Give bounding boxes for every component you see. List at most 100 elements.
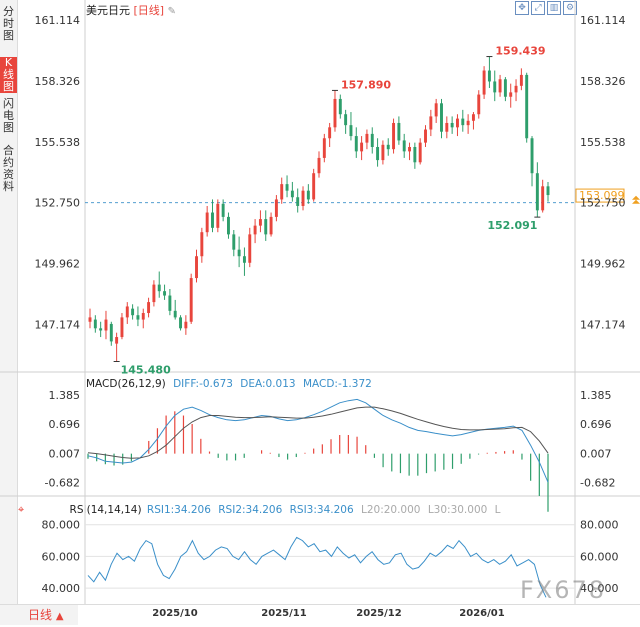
target-icon[interactable]: ⌖ bbox=[18, 503, 25, 516]
price-axis-label: 147.174 bbox=[580, 319, 626, 332]
candle-body bbox=[546, 186, 550, 196]
macd-diff-line bbox=[87, 398, 549, 483]
rsi3-value: RSI3:34.206 bbox=[289, 504, 354, 516]
rsi-axis-label: 80.000 bbox=[42, 519, 81, 532]
annotation-label: 159.439 bbox=[495, 45, 545, 58]
tab-flash[interactable]: 闪电图 bbox=[3, 97, 14, 134]
period-selector-label: 日线 bbox=[28, 608, 53, 622]
candle-body bbox=[179, 317, 182, 329]
candle-body bbox=[354, 136, 358, 152]
candle-body bbox=[344, 114, 348, 126]
macd-dea-line bbox=[87, 406, 549, 459]
candle-body bbox=[93, 319, 97, 329]
rsi-line bbox=[87, 536, 547, 598]
candle-body bbox=[429, 116, 433, 130]
rsi1-value: RSI1:34.206 bbox=[146, 504, 211, 516]
price-axis-label: 161.114 bbox=[35, 14, 81, 27]
candle-body bbox=[280, 184, 284, 200]
candle-body bbox=[541, 186, 545, 211]
candle-body bbox=[514, 85, 518, 93]
fit-icon[interactable]: ⤢ bbox=[531, 1, 545, 15]
x-tick-label: 2025/12 bbox=[356, 608, 402, 619]
symbol-name: 美元日元 bbox=[86, 4, 130, 17]
tab-kline[interactable]: K线图 bbox=[0, 57, 17, 93]
price-axis-label: 161.114 bbox=[580, 14, 626, 27]
chart-canvas[interactable]: 153.099 161.114 161.114 158.326 158.326 155.… bbox=[0, 0, 640, 604]
candle-body bbox=[440, 103, 443, 132]
rsi-params: RSI(14,14,14) bbox=[69, 504, 142, 516]
candle-body bbox=[195, 256, 198, 279]
bar-style-icon[interactable]: ▥ bbox=[547, 1, 561, 15]
macd-axis-label: -0.682 bbox=[45, 477, 80, 490]
candle-body bbox=[333, 98, 337, 128]
macd-header: MACD(26,12,9) DIFF:-0.673 DEA:0.013 MACD… bbox=[86, 378, 372, 390]
macd-axis-label: 0.696 bbox=[49, 418, 81, 431]
candle-body bbox=[189, 278, 193, 322]
price-axis-label: 149.962 bbox=[35, 258, 81, 271]
candle-body bbox=[408, 146, 411, 152]
candle-body bbox=[503, 79, 507, 97]
macd-axis-label: 0.007 bbox=[580, 447, 612, 460]
candle-body bbox=[392, 122, 396, 150]
candle-body bbox=[360, 142, 364, 152]
candle-body bbox=[296, 197, 300, 206]
candle-body bbox=[498, 79, 502, 93]
candle-body bbox=[450, 122, 454, 128]
candle-body bbox=[109, 323, 113, 342]
candle-body bbox=[216, 203, 220, 228]
x-tick-label: 2025/10 bbox=[152, 608, 198, 619]
tab-timeshare[interactable]: 分时图 bbox=[3, 5, 14, 42]
rsi-l30-value: L30:30.000 bbox=[427, 504, 488, 516]
candle-body bbox=[88, 317, 92, 322]
candle-body bbox=[338, 98, 342, 115]
candle-body bbox=[466, 120, 470, 126]
candle-body bbox=[205, 212, 209, 233]
tab-contract-info[interactable]: 合约资料 bbox=[3, 144, 14, 193]
candle-body bbox=[173, 310, 177, 318]
candle-body bbox=[317, 157, 321, 174]
period-selector[interactable]: 日线 ▲ bbox=[0, 605, 78, 625]
candle-body bbox=[471, 114, 475, 121]
settings-icon[interactable]: ⚙ bbox=[563, 1, 577, 15]
x-tick-label: 2026/01 bbox=[459, 608, 505, 619]
candle-body bbox=[227, 216, 230, 235]
macd-axis-label: 1.385 bbox=[49, 389, 81, 402]
candle-body bbox=[535, 173, 539, 211]
rsi-l-value: L bbox=[494, 504, 501, 516]
pencil-icon[interactable]: ✎ bbox=[167, 6, 176, 17]
candle-body bbox=[424, 129, 427, 143]
candle-body bbox=[131, 308, 135, 316]
move-icon[interactable]: ✥ bbox=[515, 1, 529, 15]
price-axis-label: 158.326 bbox=[35, 75, 81, 88]
macd-params: MACD(26,12,9) bbox=[86, 378, 166, 390]
sidebar: 分时图 K线图 闪电图 合约资料 bbox=[0, 0, 18, 604]
candle-body bbox=[147, 302, 151, 314]
candle-body bbox=[413, 146, 417, 163]
candle-body bbox=[184, 321, 188, 329]
candle-body bbox=[248, 234, 252, 263]
candle-body bbox=[290, 190, 294, 198]
price-axis-label: 155.538 bbox=[35, 136, 81, 149]
macd-axis-label: 1.385 bbox=[580, 389, 612, 402]
price-axis-label: 152.750 bbox=[580, 197, 626, 210]
candle-body bbox=[306, 190, 310, 200]
bottom-bar: 日线 ▲ 2025/10 2025/11 2025/12 2026/01 bbox=[0, 604, 640, 625]
rsi-header: ⌖ RSI(14,14,14) RSI1:34.206 RSI2:34.206 … bbox=[18, 503, 501, 517]
candle-body bbox=[530, 138, 534, 174]
current-price-label: 153.099 bbox=[579, 189, 625, 202]
candle-body bbox=[125, 306, 129, 318]
chevron-up-icon: ▲ bbox=[55, 611, 64, 622]
candle-body bbox=[477, 94, 481, 115]
candle-body bbox=[115, 337, 119, 344]
x-tick-label: 2025/11 bbox=[261, 608, 307, 619]
candle-body bbox=[141, 313, 145, 320]
candle-body bbox=[445, 122, 449, 132]
rsi-l20-value: L20:20.000 bbox=[360, 504, 421, 516]
candle-body bbox=[237, 249, 241, 257]
macd-axis-label: -0.682 bbox=[580, 477, 615, 490]
candle-body bbox=[253, 225, 257, 235]
candle-body bbox=[519, 74, 523, 86]
candle-body bbox=[312, 173, 316, 200]
candle-body bbox=[418, 142, 422, 163]
rsi-axis-label: 80.000 bbox=[580, 519, 619, 532]
